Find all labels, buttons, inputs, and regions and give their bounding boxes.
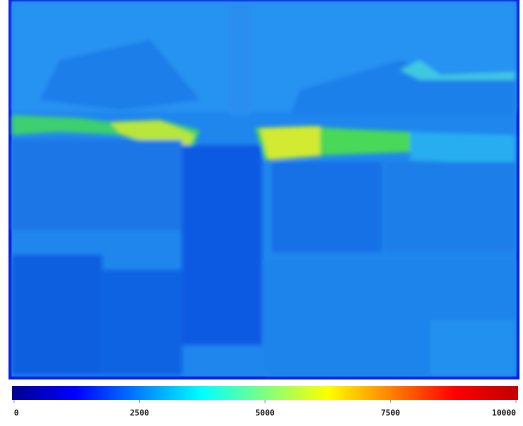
- chart: 0 2500 5000 7500 10000: [0, 0, 523, 426]
- colorbar: [12, 386, 518, 400]
- colorbar-tick-label: 0: [14, 409, 19, 418]
- colorbar-tick-label: 5000: [255, 409, 274, 418]
- colorbar-tick-label: 10000: [492, 409, 516, 418]
- colorbar-tick-label: 2500: [130, 409, 149, 418]
- depth-image: [10, 0, 518, 378]
- colorbar-tick-label: 7500: [381, 409, 400, 418]
